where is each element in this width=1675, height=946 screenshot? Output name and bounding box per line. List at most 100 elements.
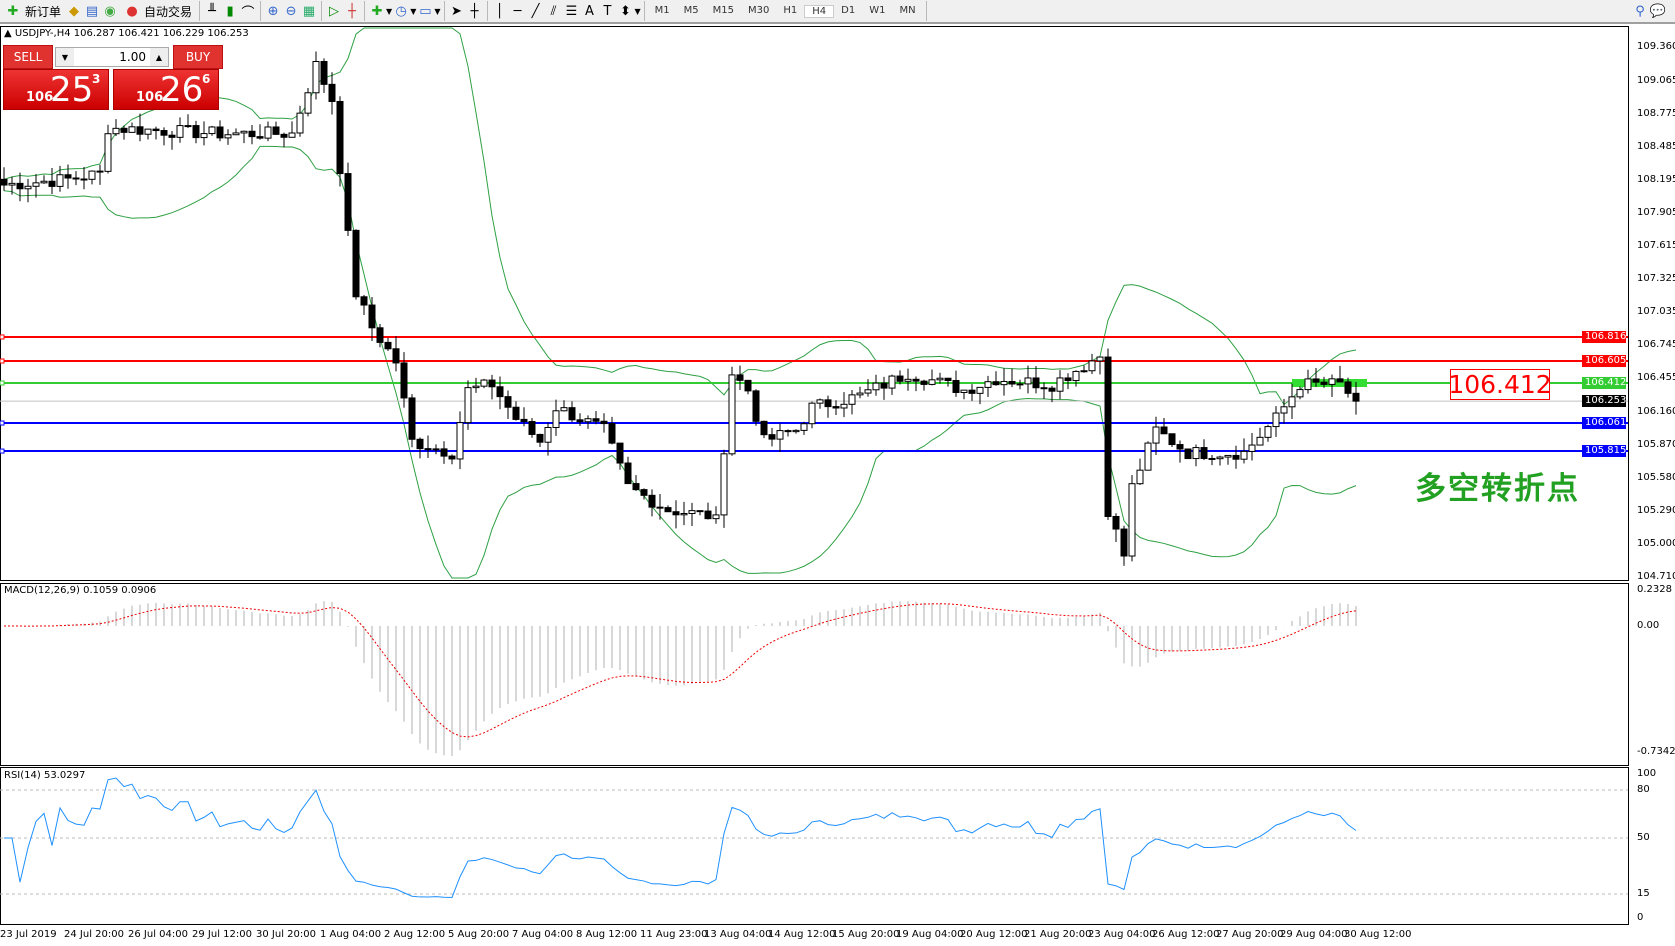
candle-bearish: [696, 510, 704, 513]
lot-decrease-icon[interactable]: ▼: [56, 48, 74, 66]
crosshair-icon[interactable]: ┼: [470, 3, 479, 19]
candle-bullish: [584, 418, 592, 423]
vertical-line-icon[interactable]: │: [495, 3, 504, 19]
chat-icon[interactable]: 💬: [1649, 3, 1667, 19]
candle-bearish: [880, 382, 888, 389]
candle-bearish: [1320, 381, 1328, 385]
indicators-icon[interactable]: ✚: [371, 3, 383, 19]
fibonacci-icon[interactable]: ☰: [565, 3, 578, 19]
candle-bearish: [344, 173, 352, 231]
zoom-out-icon[interactable]: ⊖: [285, 3, 297, 19]
chart-window[interactable]: [0, 26, 1675, 946]
rsi-pane-border: [0, 767, 1629, 925]
candle-bearish: [368, 304, 376, 329]
candle-bearish: [1112, 515, 1120, 530]
candle-bearish: [16, 182, 24, 190]
horizontal-line-icon[interactable]: ─: [513, 3, 522, 19]
timeframe-w1[interactable]: W1: [869, 4, 886, 16]
candle-bearish: [1040, 387, 1048, 390]
tile-windows-icon[interactable]: ▦: [302, 3, 316, 19]
candle-bearish: [440, 448, 448, 457]
timeframe-h4[interactable]: H4: [804, 4, 835, 18]
candle-bearish: [96, 170, 104, 173]
price-annotation-label[interactable]: 106.412: [1448, 369, 1552, 400]
time-axis-label: 15 Aug 20:00: [832, 929, 900, 940]
timeframe-h1[interactable]: H1: [783, 4, 798, 16]
candle-bearish: [1200, 447, 1208, 459]
collapse-triangle-icon[interactable]: ▲: [4, 28, 15, 39]
auto-scroll-icon[interactable]: ▷: [329, 3, 340, 19]
macd-signal-line: [3, 603, 1357, 738]
timeframe-m5[interactable]: M5: [683, 4, 699, 16]
cursor-icon[interactable]: ➤: [451, 3, 462, 19]
timeframe-m30[interactable]: M30: [748, 4, 770, 16]
candlestick-icon[interactable]: ▮: [226, 3, 234, 19]
arrows-icon[interactable]: ⬍: [620, 3, 631, 19]
trendline-icon[interactable]: ╱: [531, 3, 540, 19]
sell-button[interactable]: SELL: [3, 45, 53, 69]
candle-bearish: [1208, 457, 1216, 460]
candle-bullish: [1056, 377, 1064, 392]
candle-bullish: [456, 422, 464, 460]
candle-bullish: [88, 170, 96, 180]
chevron-down-icon[interactable]: ▼: [434, 6, 441, 16]
terminal-icon[interactable]: ▤: [85, 3, 99, 19]
text-icon[interactable]: A: [585, 3, 594, 19]
history-center-icon[interactable]: ◆: [69, 3, 80, 19]
candle-bearish: [384, 341, 392, 350]
buy-price-fraction: 6: [202, 72, 211, 86]
pivot-annotation-text[interactable]: 多空转折点: [1415, 471, 1580, 507]
time-axis-label: 2 Aug 12:00: [384, 929, 446, 940]
candle-bearish: [392, 348, 400, 364]
candle-bearish: [1232, 454, 1240, 460]
sell-price[interactable]: 106 25 3: [3, 69, 109, 110]
candle-bullish: [232, 132, 240, 136]
time-axis-label: 5 Aug 20:00: [448, 929, 510, 940]
macd-axis-label: 0.2328: [1637, 584, 1672, 595]
chart-shift-icon[interactable]: ┼: [348, 3, 356, 19]
chevron-down-icon[interactable]: ▼: [634, 6, 641, 16]
signals-icon[interactable]: ◉: [104, 3, 116, 19]
candle-bearish: [80, 178, 88, 181]
auto-trading-button[interactable]: ● 自动交易: [119, 0, 196, 22]
candle-bearish: [168, 134, 176, 138]
periods-icon[interactable]: ◷: [395, 3, 407, 19]
candle-bearish: [192, 125, 200, 139]
one-click-trading-panel: SELL ▼ 1.00 ▲ BUY 106 25 3 106 26 6: [3, 45, 223, 110]
buy-price[interactable]: 106 26 6: [113, 69, 219, 110]
templates-icon[interactable]: ▭: [419, 3, 432, 19]
rsi-axis-label: 0: [1637, 912, 1644, 923]
candle-bullish: [720, 453, 728, 516]
bar-chart-icon[interactable]: ╨: [208, 3, 216, 19]
search-icon[interactable]: ⚲: [1635, 3, 1645, 19]
timeframe-m15[interactable]: M15: [712, 4, 735, 16]
candle-bearish: [320, 61, 328, 85]
candle-bearish: [280, 133, 288, 138]
candle-bearish: [400, 362, 408, 399]
text-label-icon[interactable]: T: [603, 3, 612, 19]
timeframe-d1[interactable]: D1: [841, 4, 856, 16]
rsi-axis-label: 100: [1637, 768, 1657, 779]
new-order-button[interactable]: ✚ 新订单: [0, 0, 65, 22]
chevron-down-icon[interactable]: ▼: [386, 6, 393, 16]
candle-bullish: [1144, 442, 1152, 471]
level-handle: [0, 334, 5, 340]
candle-bearish: [952, 380, 960, 393]
timeframe-mn[interactable]: MN: [899, 4, 916, 16]
lot-value[interactable]: 1.00: [119, 50, 146, 64]
line-chart-icon[interactable]: ⌒: [241, 5, 255, 21]
buy-button[interactable]: BUY: [173, 45, 223, 69]
equidistant-channel-icon[interactable]: ⫽: [550, 3, 557, 19]
lot-increase-icon[interactable]: ▲: [150, 48, 168, 66]
auto-trading-label: 自动交易: [144, 4, 193, 19]
bollinger-lower-band: [3, 145, 1357, 579]
zoom-in-icon[interactable]: ⊕: [267, 3, 279, 19]
sell-price-big-figure: 106: [26, 90, 54, 105]
chevron-down-icon[interactable]: ▼: [410, 6, 417, 16]
chart-canvas[interactable]: [0, 26, 1675, 946]
time-axis-label: 29 Jul 12:00: [192, 929, 252, 940]
level-handle: [0, 358, 5, 364]
lot-size-input[interactable]: ▼ 1.00 ▲: [55, 47, 169, 67]
candle-bearish: [136, 126, 144, 135]
timeframe-m1[interactable]: M1: [654, 4, 670, 16]
